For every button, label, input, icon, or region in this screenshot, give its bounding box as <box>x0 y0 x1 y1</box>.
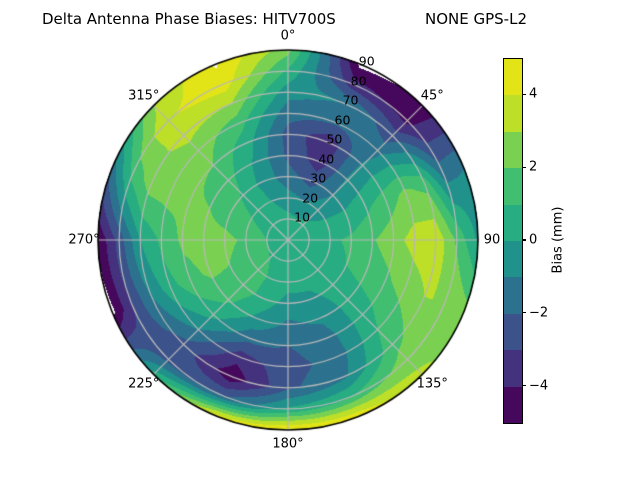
azimuth-label-180: 180° <box>272 436 304 452</box>
colorbar-tickmark <box>522 239 526 241</box>
azimuth-label-0: 0° <box>280 28 296 44</box>
colorbar-ticklabel: −4 <box>529 378 549 394</box>
colorbar-ticklabel: 4 <box>529 86 538 102</box>
zenith-label-10: 10 <box>294 209 311 225</box>
colorbar-ticklabel: −2 <box>529 305 549 321</box>
colorbar-axis-label: Bias (mm) <box>550 206 566 274</box>
colorbar-band-8 <box>504 350 522 387</box>
colorbar-band-7 <box>504 313 522 351</box>
zenith-label-80: 80 <box>350 73 367 89</box>
zenith-label-50: 50 <box>326 131 343 147</box>
colorbar-band-1 <box>504 95 522 132</box>
colorbar <box>503 58 523 424</box>
colorbar-tickmark <box>522 312 526 314</box>
azimuth-label-90: 90 <box>483 232 501 248</box>
colorbar-ticklabel: 2 <box>529 159 538 175</box>
colorbar-band-3 <box>504 168 522 205</box>
chart-title: Delta Antenna Phase Biases: HITV700S <box>42 10 336 28</box>
colorbar-band-4 <box>504 204 522 242</box>
skyplot-canvas <box>96 48 480 432</box>
chart-subtitle: NONE GPS-L2 <box>425 10 527 28</box>
azimuth-label-315: 315° <box>128 88 160 104</box>
azimuth-label-45: 45° <box>420 88 444 104</box>
azimuth-label-270: 270° <box>68 232 100 248</box>
colorbar-band-5 <box>504 241 522 278</box>
azimuth-label-225: 225° <box>128 376 160 392</box>
colorbar-band-6 <box>504 277 522 314</box>
zenith-label-30: 30 <box>310 170 327 186</box>
zenith-label-60: 60 <box>334 112 351 128</box>
colorbar-band-0 <box>504 59 522 96</box>
zenith-label-20: 20 <box>302 190 319 206</box>
colorbar-band-2 <box>504 131 522 169</box>
colorbar-tickmark <box>522 384 526 387</box>
zenith-label-70: 70 <box>342 92 359 108</box>
colorbar-tickmark <box>522 93 526 96</box>
zenith-label-90: 90 <box>358 53 375 69</box>
zenith-label-40: 40 <box>318 151 335 167</box>
azimuth-label-135: 135° <box>416 376 448 392</box>
colorbar-ticklabel: 0 <box>529 232 538 248</box>
colorbar-band-9 <box>504 386 522 424</box>
colorbar-tickmark <box>522 166 526 168</box>
